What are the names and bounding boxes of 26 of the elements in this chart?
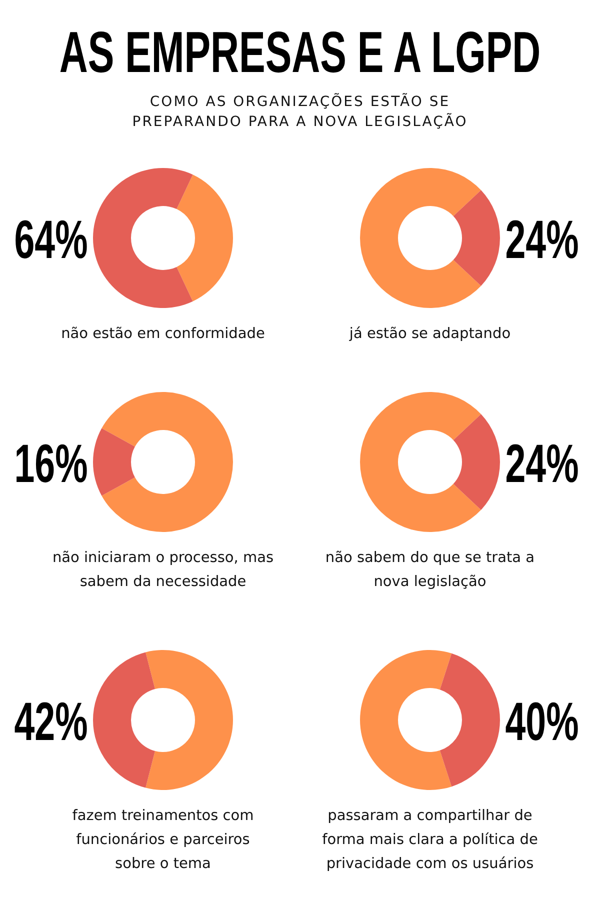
text: fazem treinamentos com funcionários e parceiros sobre o tema [72,808,254,872]
donut-slice [146,650,233,790]
donut-slice [360,392,482,532]
chart-title: AS EMPRESAS E A LGPD [59,19,541,85]
text: já estão se adaptando [348,326,511,342]
text: passaram a compartilhar de forma mais clara a política de privacidade com os usuários [322,808,538,872]
donut-slice [102,392,233,532]
donut-slice [453,190,500,286]
data-label: 42% [14,690,88,752]
donut-slice [176,174,233,302]
data-label: 16% [14,432,88,494]
data-label: 40% [505,690,579,752]
text: não sabem do que se trata a nova legislação [325,550,535,590]
donut-slice [93,428,135,496]
donut-slice [93,168,193,308]
donut-slice [453,414,500,510]
text: não iniciaram o processo, mas sabem da necessidade [52,550,274,590]
donut-slice [360,168,482,308]
data-label: 24% [505,432,579,494]
donut-slice [360,650,452,790]
donut-slice [440,653,500,787]
donut-slice [93,652,156,788]
data-label: 24% [505,208,579,270]
text: não estão em conformidade [61,326,265,342]
data-label: 64% [14,208,88,270]
text: COMO AS ORGANIZAÇÕES ESTÃO SE PREPARANDO PARA A NOVA LEGISLAÇÃO [132,93,468,130]
